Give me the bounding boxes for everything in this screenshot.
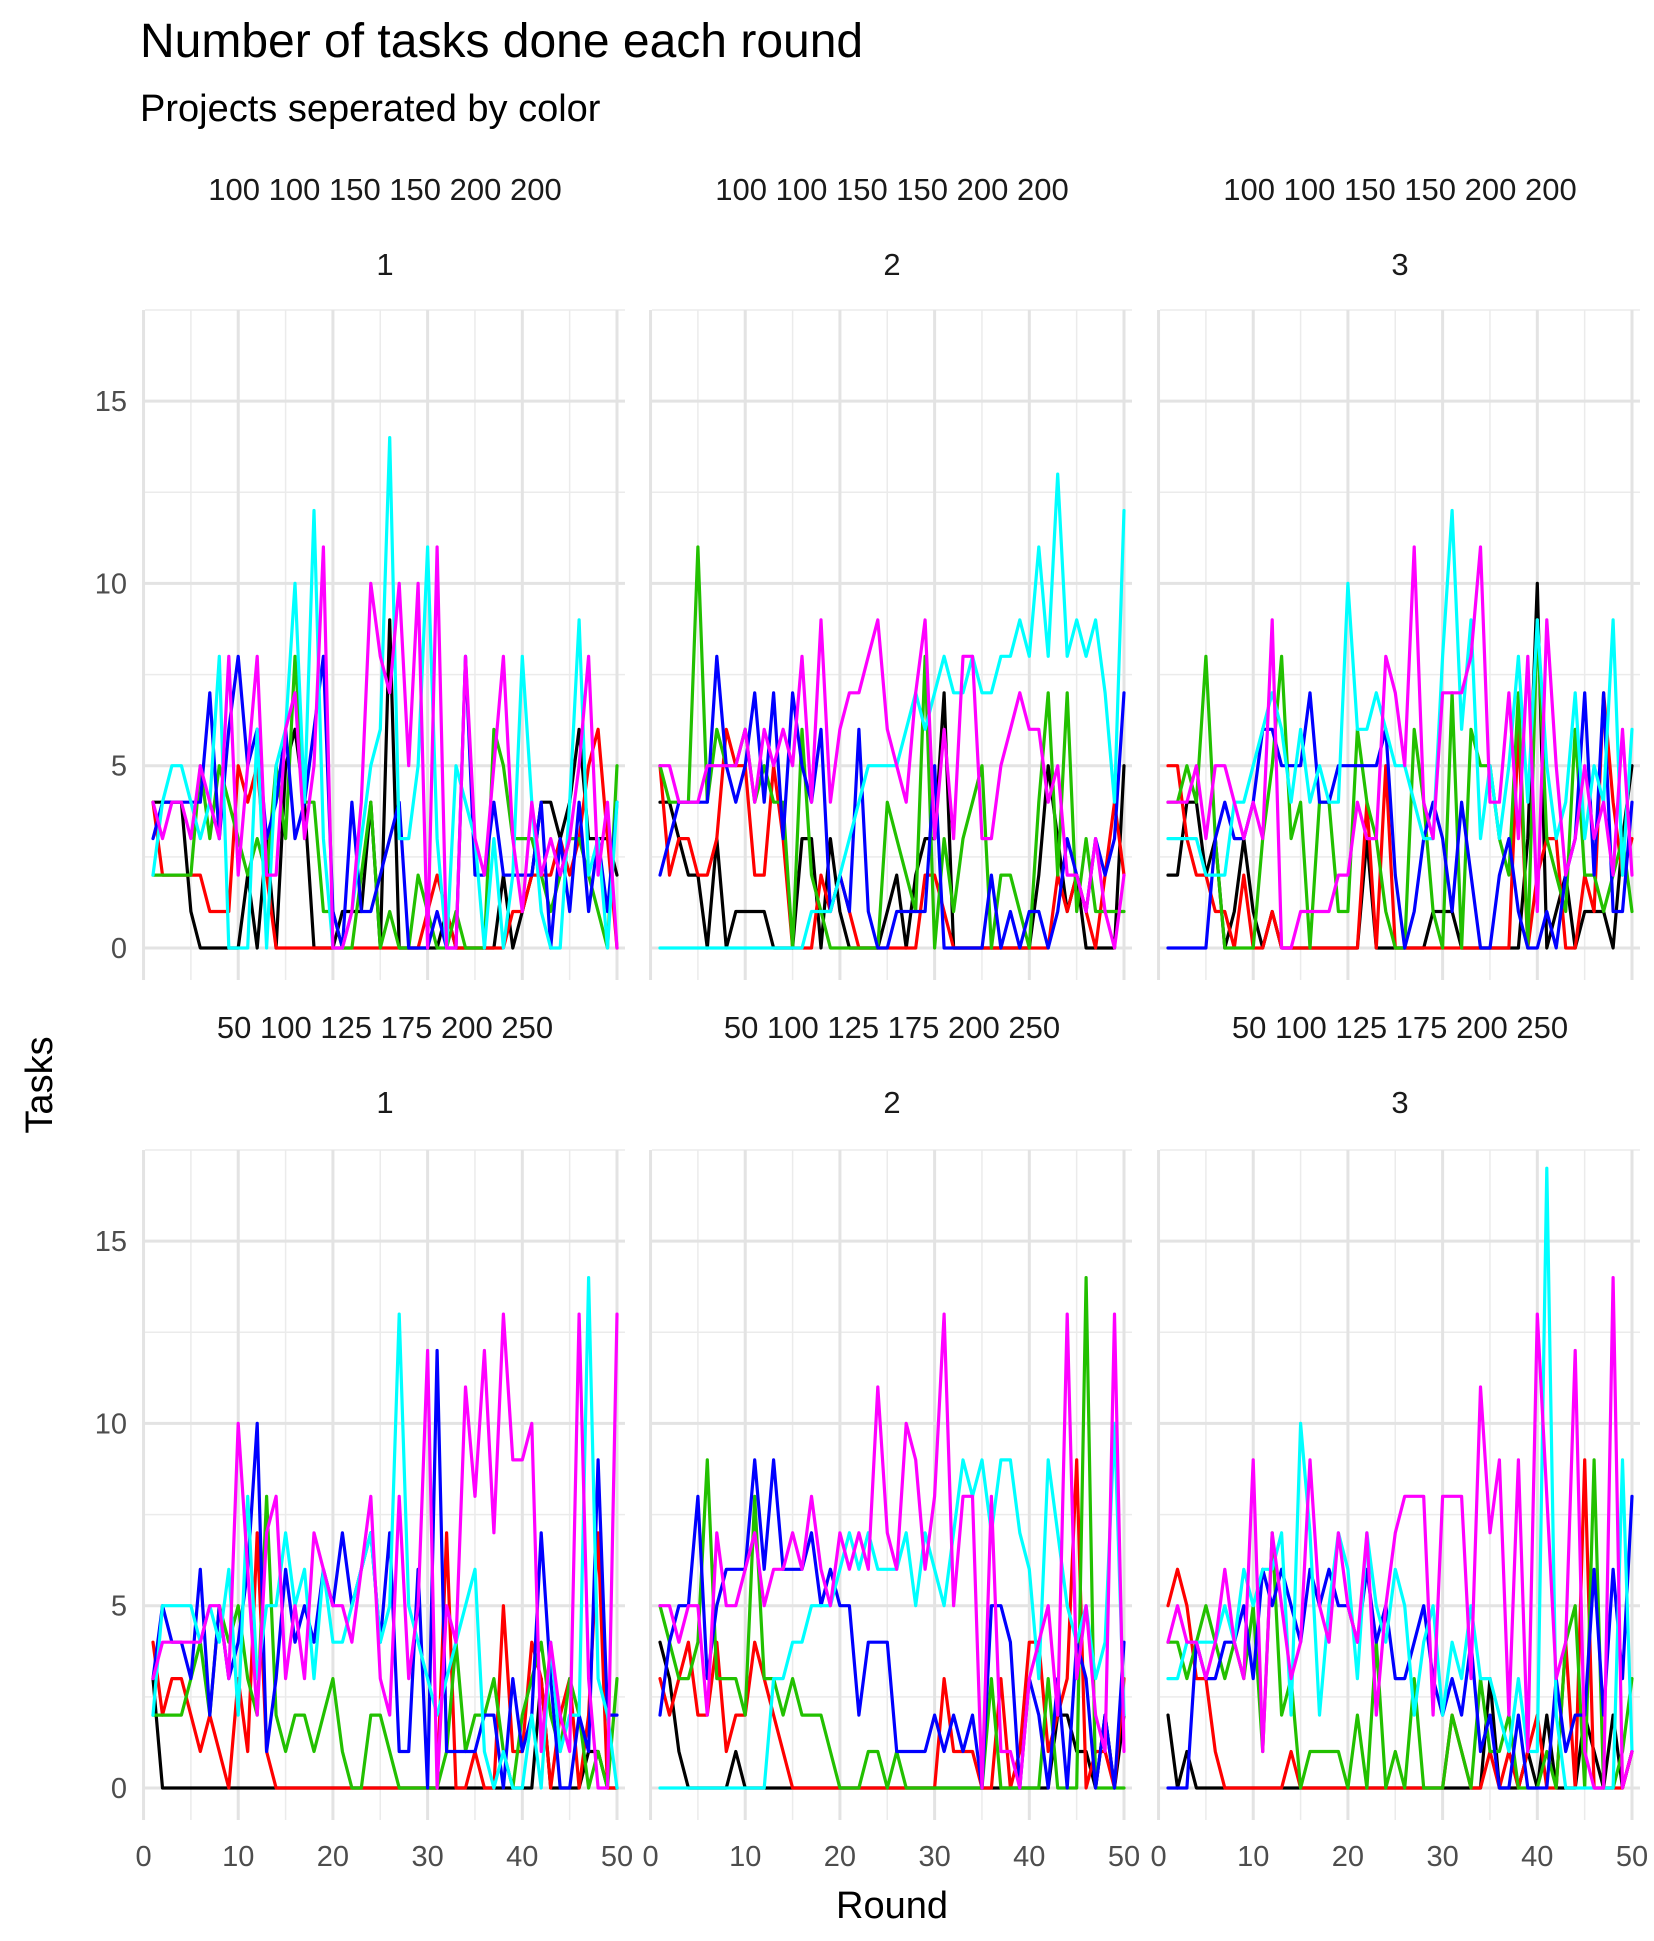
facet-strip-bottom: 2	[883, 1085, 900, 1120]
facet-strip-top: 50 100 125 175 200 250	[1232, 1010, 1568, 1045]
x-tick-label: 20	[1332, 1841, 1364, 1873]
facet-strip-top: 100 100 150 150 200 200	[1223, 172, 1576, 207]
series-line	[1166, 1494, 1634, 1790]
facet-strip-bottom: 1	[376, 247, 393, 282]
x-tick-label: 20	[317, 1841, 349, 1873]
x-tick-label: 10	[1237, 1841, 1269, 1873]
x-tick-label: 0	[1150, 1841, 1166, 1873]
x-tick-label: 30	[1426, 1841, 1458, 1873]
x-tick-label: 50	[1108, 1841, 1140, 1873]
facet-strip-bottom: 2	[883, 247, 900, 282]
y-tick-label: 10	[95, 568, 127, 600]
series-line	[658, 1312, 1126, 1790]
y-tick-label: 5	[111, 751, 127, 783]
x-tick-label: 40	[506, 1841, 538, 1873]
series-line	[151, 1348, 619, 1790]
chart-title: Number of tasks done each round	[140, 15, 864, 68]
series-line	[658, 654, 1126, 950]
series-line	[1166, 618, 1634, 950]
series-line	[658, 1275, 1126, 1790]
x-tick-label: 0	[642, 1841, 658, 1873]
y-tick-label: 15	[95, 1226, 127, 1258]
series-line	[151, 436, 619, 950]
series-line	[1166, 1275, 1634, 1790]
facet-strip-bottom: 3	[1391, 247, 1408, 282]
x-tick-label: 10	[729, 1841, 761, 1873]
series-line	[151, 545, 619, 950]
facet-strip-top: 100 100 150 150 200 200	[715, 172, 1068, 207]
series-line	[658, 1458, 1126, 1790]
x-tick-label: 50	[601, 1841, 633, 1873]
y-tick-label: 5	[111, 1591, 127, 1623]
series-line	[151, 1275, 619, 1790]
y-tick-label: 15	[95, 386, 127, 418]
series-line	[1166, 545, 1634, 950]
series-line	[658, 472, 1126, 950]
series-line	[658, 618, 1126, 950]
y-tick-label: 0	[111, 933, 127, 965]
x-tick-label: 30	[918, 1841, 950, 1873]
facet-strip-bottom: 1	[376, 1085, 393, 1120]
x-tick-label: 10	[222, 1841, 254, 1873]
series-line	[1166, 508, 1634, 877]
y-tick-label: 10	[95, 1408, 127, 1440]
x-tick-label: 20	[824, 1841, 856, 1873]
x-axis-title: Round	[836, 1885, 948, 1927]
facet-strip-top: 50 100 125 175 200 250	[217, 1010, 553, 1045]
x-tick-label: 40	[1521, 1841, 1553, 1873]
chart-subtitle: Projects seperated by color	[140, 88, 601, 130]
facet-strip-top: 100 100 150 150 200 200	[208, 172, 561, 207]
facet-strip-bottom: 3	[1391, 1085, 1408, 1120]
x-tick-label: 30	[411, 1841, 443, 1873]
x-tick-label: 50	[1616, 1841, 1648, 1873]
series-line	[658, 1458, 1126, 1790]
y-tick-label: 0	[111, 1773, 127, 1805]
facet-strip-top: 50 100 125 175 200 250	[724, 1010, 1060, 1045]
x-tick-label: 0	[135, 1841, 151, 1873]
y-axis-title: Tasks	[19, 1036, 61, 1133]
series-line	[658, 1421, 1126, 1790]
x-tick-label: 40	[1013, 1841, 1045, 1873]
series-line	[151, 1312, 619, 1790]
